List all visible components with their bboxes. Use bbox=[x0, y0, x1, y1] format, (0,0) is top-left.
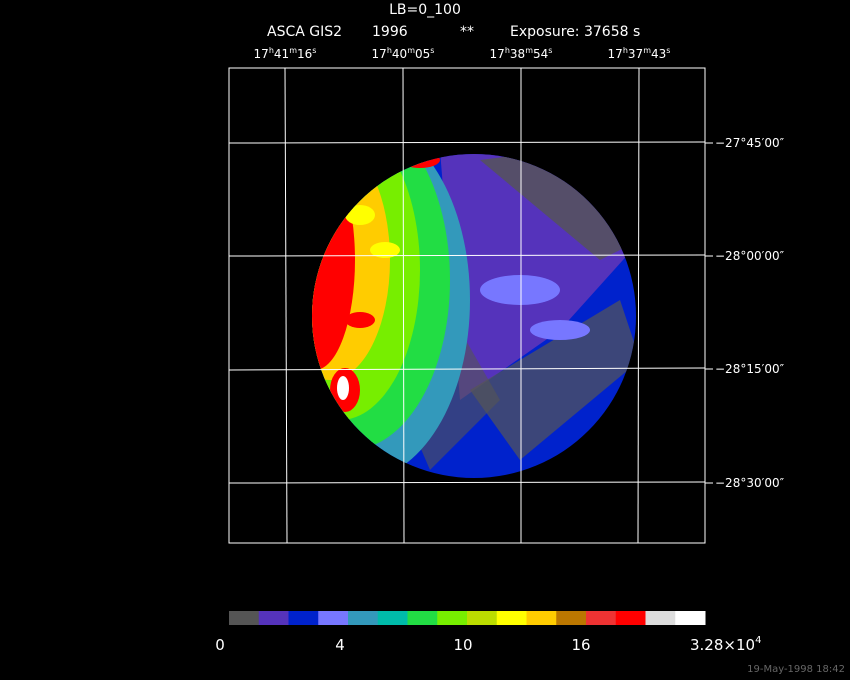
colorbar-label-part: 4 bbox=[755, 635, 761, 646]
xray-image bbox=[312, 154, 636, 478]
ra-labels: 17h41m16s 17h40m05s 17h38m54s 17h37m43s bbox=[254, 46, 671, 61]
frame bbox=[228, 67, 706, 544]
ra-label-part: 17 bbox=[372, 47, 387, 61]
ra-label: 17h37m43s bbox=[608, 46, 671, 61]
colorbar: 0 4 10 16 3.28×104 bbox=[215, 611, 761, 654]
ra-label-part: m bbox=[643, 46, 651, 55]
colorbar-cell bbox=[258, 611, 289, 625]
ra-label-part: 17 bbox=[490, 47, 505, 61]
colorbar-cell bbox=[288, 611, 319, 625]
ra-label: 17h40m05s bbox=[372, 46, 435, 61]
ra-label-part: 38 bbox=[510, 47, 525, 61]
colorbar-label: 3.28×104 bbox=[690, 635, 761, 654]
ra-label-part: 37 bbox=[628, 47, 643, 61]
colorbar-cell bbox=[615, 611, 646, 625]
ra-label-part: 40 bbox=[392, 47, 407, 61]
ra-label-part: 17 bbox=[254, 47, 269, 61]
ra-label-part: h bbox=[269, 46, 274, 55]
dec-labels: −27°45′00″ −28°00′00″ −28°15′00″ −28°30′00″ bbox=[705, 136, 785, 490]
colorbar-label-part: 3.28×10 bbox=[690, 636, 755, 654]
ra-label-part: 16 bbox=[297, 47, 312, 61]
colorbar-label: 4 bbox=[335, 636, 345, 654]
dec-label: −28°00′00″ bbox=[715, 249, 785, 263]
ra-label-part: 43 bbox=[651, 47, 666, 61]
dec-label: −28°30′00″ bbox=[715, 476, 785, 490]
colorbar-label-part: 10 bbox=[453, 636, 472, 654]
ra-label-part: m bbox=[407, 46, 415, 55]
colorbar-cell bbox=[496, 611, 527, 625]
instrument: ASCA GIS2 bbox=[267, 24, 342, 40]
colorbar-label: 16 bbox=[571, 636, 590, 654]
colorbar-cell bbox=[377, 611, 408, 625]
ra-label-part: s bbox=[548, 46, 552, 55]
colorbar-label-part: 4 bbox=[335, 636, 345, 654]
ra-label-part: s bbox=[666, 46, 670, 55]
year: 1996 bbox=[372, 24, 408, 40]
dec-label: −27°45′00″ bbox=[715, 136, 785, 150]
colorbar-cell bbox=[645, 611, 676, 625]
ra-label-part: h bbox=[623, 46, 628, 55]
colorbar-cell bbox=[229, 611, 260, 625]
ra-label: 17h41m16s bbox=[254, 46, 317, 61]
colorbar-label: 0 bbox=[215, 636, 225, 654]
dec-label: −28°15′00″ bbox=[715, 362, 785, 376]
ra-label: 17h38m54s bbox=[490, 46, 553, 61]
colorbar-label: 10 bbox=[453, 636, 472, 654]
colorbar-label-part: 16 bbox=[571, 636, 590, 654]
coordinate-grid bbox=[228, 67, 706, 544]
colorbar-cell bbox=[348, 611, 379, 625]
mark: ** bbox=[460, 24, 474, 40]
ra-label-part: h bbox=[505, 46, 510, 55]
colorbar-label-part: 0 bbox=[215, 636, 225, 654]
exposure: Exposure: 37658 s bbox=[510, 24, 640, 40]
title: LB=0_100 bbox=[389, 2, 461, 18]
colorbar-cell bbox=[556, 611, 587, 625]
colorbar-cell bbox=[586, 611, 617, 625]
date-stamp: 19-May-1998 18:42 bbox=[747, 664, 845, 675]
colorbar-cell bbox=[437, 611, 468, 625]
ra-label-part: s bbox=[430, 46, 434, 55]
ra-label-part: 17 bbox=[608, 47, 623, 61]
colorbar-cell bbox=[407, 611, 438, 625]
ra-label-part: h bbox=[387, 46, 392, 55]
colorbar-cell bbox=[467, 611, 498, 625]
ra-label-part: 05 bbox=[415, 47, 430, 61]
colorbar-cell bbox=[675, 611, 706, 625]
colorbar-cell bbox=[526, 611, 557, 625]
ra-label-part: m bbox=[289, 46, 297, 55]
colorbar-cell bbox=[318, 611, 349, 625]
ra-label-part: m bbox=[525, 46, 533, 55]
ra-label-part: 41 bbox=[274, 47, 289, 61]
ra-label-part: 54 bbox=[533, 47, 548, 61]
ra-label-part: s bbox=[312, 46, 316, 55]
